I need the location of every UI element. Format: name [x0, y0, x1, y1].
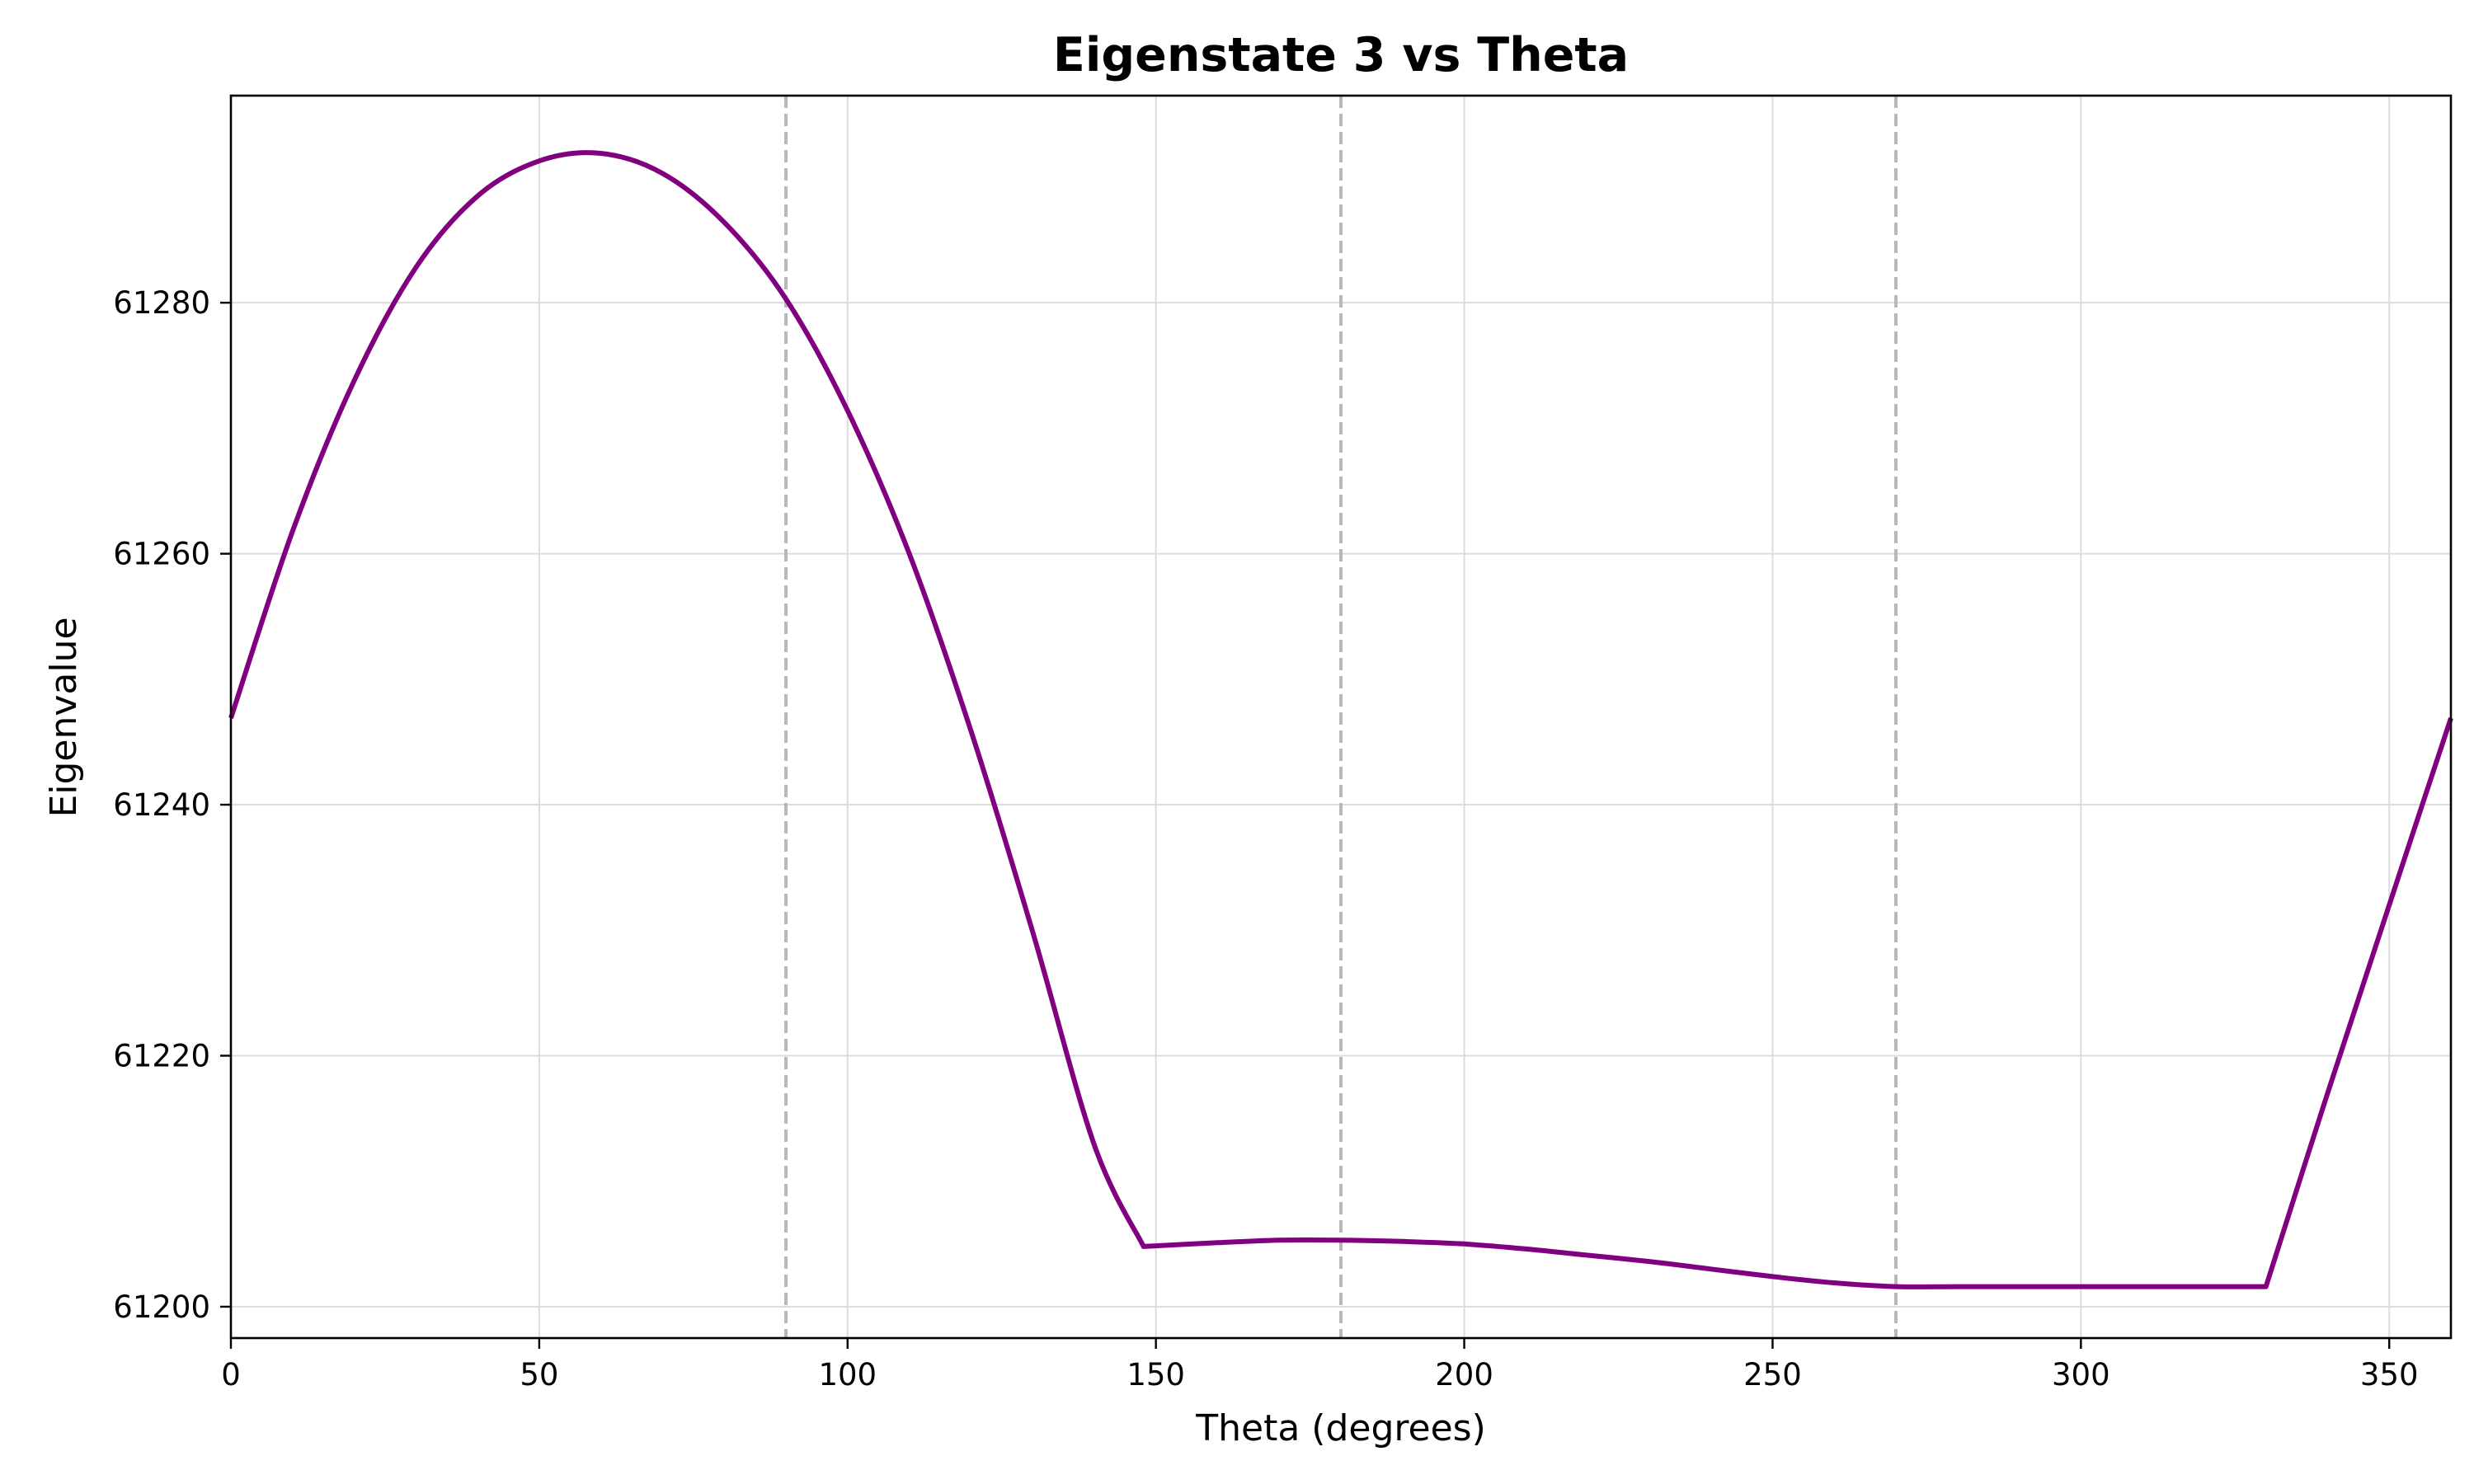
x-tick-label: 0 — [221, 1357, 241, 1392]
series — [228, 150, 2453, 1289]
y-tick-label: 61240 — [113, 787, 210, 823]
y-axis-ticks: 61200 61220 61240 61260 61280 — [113, 285, 231, 1325]
x-tick-label: 350 — [2360, 1357, 2419, 1392]
x-axis-label: Theta (degrees) — [1195, 1407, 1485, 1449]
y-tick-label: 61260 — [113, 537, 210, 572]
chart-title: Eigenstate 3 vs Theta — [1053, 28, 1629, 82]
series-line — [228, 150, 2453, 1289]
plot-frame — [229, 94, 2453, 1340]
y-tick-label: 61280 — [113, 285, 210, 321]
y-tick-label: 61220 — [113, 1039, 210, 1074]
x-tick-label: 50 — [520, 1357, 558, 1392]
x-tick-label: 250 — [1743, 1357, 1802, 1392]
y-tick-label: 61200 — [113, 1289, 210, 1325]
x-axis-ticks: 0 50 100 150 200 250 300 350 — [221, 1338, 2419, 1392]
x-tick-label: 300 — [2052, 1357, 2110, 1392]
y-axis-label: Eigenvalue — [43, 617, 85, 817]
x-tick-label: 150 — [1126, 1357, 1185, 1392]
x-tick-label: 200 — [1435, 1357, 1493, 1392]
x-tick-label: 100 — [818, 1357, 877, 1392]
